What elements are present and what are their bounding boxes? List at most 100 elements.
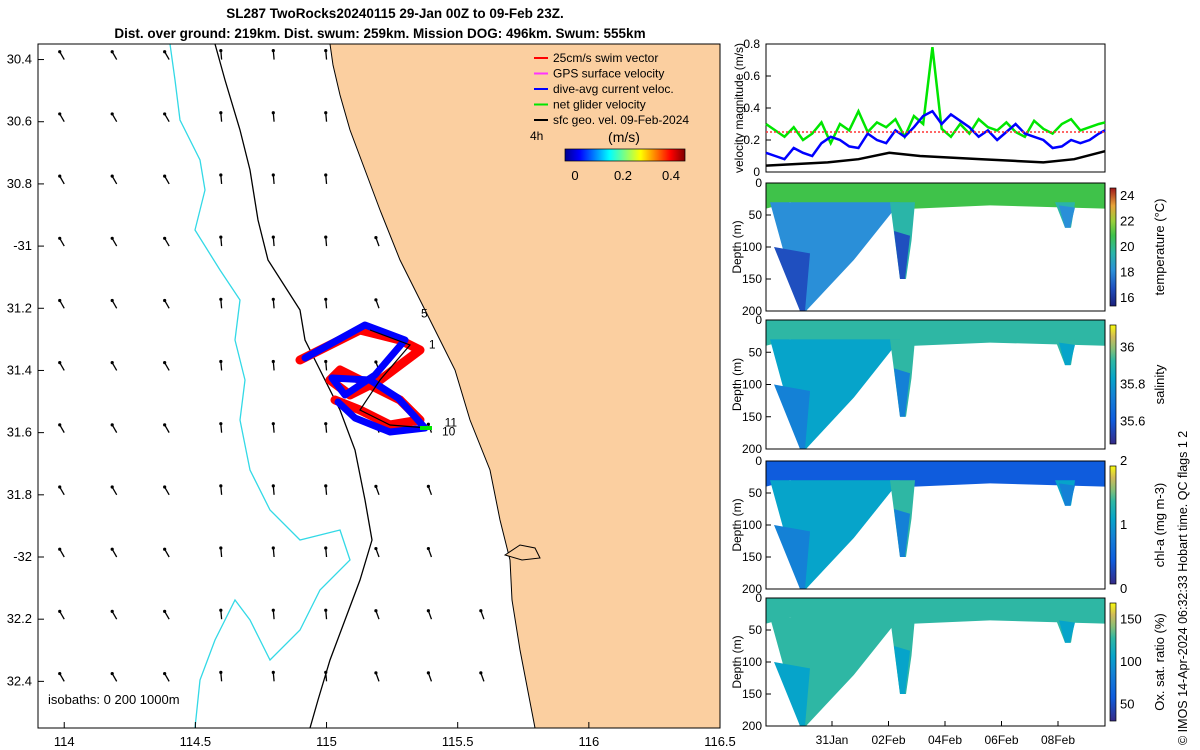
geo-arrow-head xyxy=(110,174,114,178)
date-tick-label: 31Jan xyxy=(816,733,849,747)
legend-label: 25cm/s swim vector xyxy=(553,51,658,65)
geo-arrow-head xyxy=(374,360,378,364)
land-area xyxy=(329,44,720,728)
velocity-ytick-label: 0 xyxy=(753,165,760,179)
map-xtick-label: 114.5 xyxy=(180,734,212,749)
geo-arrow-head xyxy=(219,359,223,364)
geo-arrow-head xyxy=(163,50,167,54)
depth-tick-label: 100 xyxy=(742,655,762,669)
date-tick-label: 02Feb xyxy=(871,733,905,747)
geo-arrow-head xyxy=(110,485,114,489)
map-ytick-label: 30.4 xyxy=(7,52,32,67)
colorbar-tick-label: 0.4 xyxy=(662,168,680,183)
velocity-ylabel: velocity magnitude (m/s) xyxy=(732,43,746,173)
geo-arrow-head xyxy=(426,484,430,488)
geo-arrow-head xyxy=(479,609,483,613)
depth-ylabel: Depth (m) xyxy=(730,220,744,273)
speed-colorbar: 4h (m/s) 0 0.2 0.4 xyxy=(530,129,686,183)
track-label: 5 xyxy=(421,307,428,321)
velocity-ytick-label: 0.8 xyxy=(743,37,760,51)
colorbar-tick-label: 16 xyxy=(1120,290,1134,305)
geo-arrow-head xyxy=(58,423,62,427)
geo-arrow-head xyxy=(271,111,275,115)
date-tick-label: 06Feb xyxy=(984,733,1018,747)
depth-tick-label: 50 xyxy=(749,623,763,637)
geo-arrow-head xyxy=(110,609,114,613)
velocity-ytick-label: 0.4 xyxy=(743,101,760,115)
depth-tick-label: 50 xyxy=(749,345,763,359)
geo-arrow-head xyxy=(58,671,62,676)
track-label: 11 xyxy=(445,415,458,429)
profile-dip-deep xyxy=(1059,205,1075,228)
geo-arrow-head xyxy=(58,609,62,613)
colorbar-tick-label: 0.2 xyxy=(614,168,632,183)
geo-arrow-head xyxy=(271,422,275,426)
profile-dip-deep xyxy=(894,231,910,279)
colorbar-label: chl-a (mg m-3) xyxy=(1152,483,1167,568)
geo-arrow-head xyxy=(163,298,167,303)
geo-arrow-head xyxy=(324,173,328,177)
profile-dip-deep xyxy=(894,509,910,557)
depth-ylabel: Depth (m) xyxy=(730,635,744,688)
geo-arrow-head xyxy=(426,609,430,613)
colorbar-note: 4h xyxy=(530,129,543,143)
map-ytick-label: 30.8 xyxy=(7,176,32,191)
legend: 25cm/s swim vector GPS surface velocitydi… xyxy=(534,51,689,127)
colorbar-tick-label: 150 xyxy=(1120,611,1142,626)
geo-arrow-head xyxy=(374,236,378,240)
geo-arrow-head xyxy=(219,48,223,53)
profile-dip-deep xyxy=(774,525,810,589)
geo-arrow-head xyxy=(58,485,62,489)
geo-arrow-head xyxy=(58,236,62,240)
date-tick-label: 08Feb xyxy=(1041,733,1075,747)
geo-arrow-head xyxy=(163,174,167,178)
geo-arrow-head xyxy=(374,484,378,488)
geo-arrow-head xyxy=(374,609,378,613)
geo-arrow-head xyxy=(219,670,223,674)
geo-arrow-head xyxy=(110,671,114,676)
geo-arrow-head xyxy=(163,671,167,676)
colorbar-tick-label: 0 xyxy=(1120,581,1127,596)
colorbar-tick-label: 50 xyxy=(1120,697,1134,712)
geo-arrow-head xyxy=(219,297,223,301)
chart-subtitle: Dist. over ground: 219km. Dist. swum: 25… xyxy=(114,26,646,41)
map-ytick-label: -31 xyxy=(13,238,32,253)
depth-tick-label: 150 xyxy=(742,550,762,564)
depth-tick-label: 100 xyxy=(742,518,762,532)
geo-arrow-head xyxy=(219,546,223,550)
geo-arrow-head xyxy=(163,547,167,551)
depth-tick-label: 150 xyxy=(742,410,762,424)
glider-track xyxy=(295,321,432,436)
map-ytick-label: 31.4 xyxy=(7,362,32,377)
geo-arrow-head xyxy=(271,173,275,177)
geo-arrow-head xyxy=(374,546,378,551)
depth-tick-label: 50 xyxy=(749,486,763,500)
colorbar-tick-label: 1 xyxy=(1120,517,1127,532)
geo-arrow-head xyxy=(58,547,62,551)
profile-dip-deep xyxy=(1059,342,1075,366)
colorbar-tick-label: 36 xyxy=(1120,340,1134,355)
geo-arrow-head xyxy=(110,423,114,427)
track-label: 1 xyxy=(429,338,436,352)
geo-arrow-head xyxy=(271,235,275,239)
geo-arrow-head xyxy=(324,608,328,612)
profile-dip-deep xyxy=(894,646,910,694)
legend-label: sfc geo. vel. 09-Feb-2024 xyxy=(553,113,689,127)
depth-tick-label: 0 xyxy=(755,313,762,327)
geo-arrow-head xyxy=(374,298,378,302)
geo-arrow-head xyxy=(479,671,483,675)
depth-tick-label: 200 xyxy=(742,719,762,733)
colorbar-tick-label: 100 xyxy=(1120,654,1142,669)
rottnest-island xyxy=(503,544,541,561)
velocity-ytick-label: 0.6 xyxy=(743,69,760,83)
geo-arrow-head xyxy=(271,484,275,488)
legend-label: dive-avg current veloc. xyxy=(553,82,674,96)
geo-arrow-head xyxy=(271,670,275,674)
geo-arrow-head xyxy=(324,359,328,364)
profile-colorbar xyxy=(1109,324,1117,445)
geo-arrow-head xyxy=(110,547,114,551)
geo-arrow-head xyxy=(219,484,223,488)
